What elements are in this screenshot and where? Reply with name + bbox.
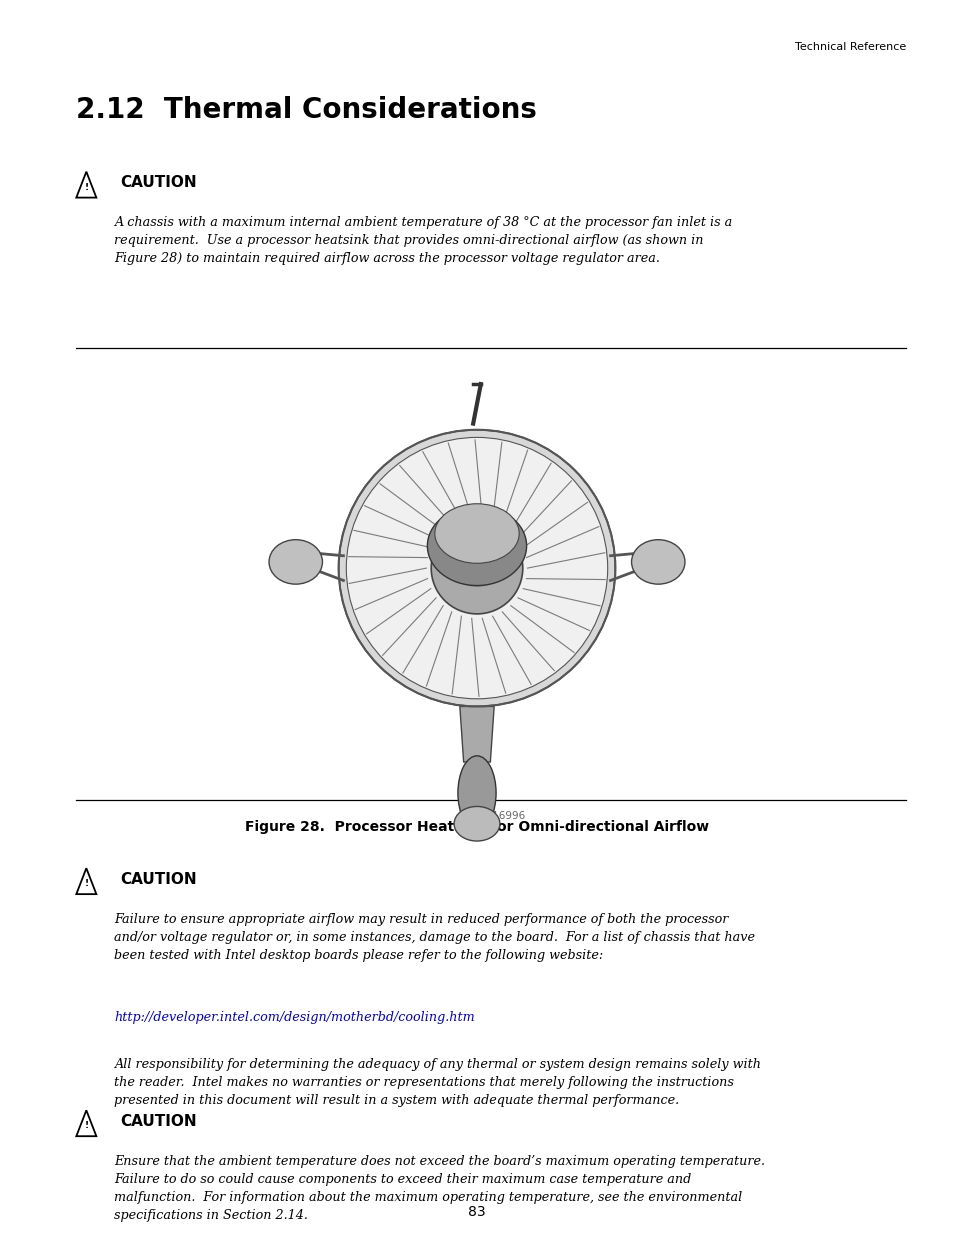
Ellipse shape xyxy=(427,506,526,585)
Ellipse shape xyxy=(447,536,506,587)
Text: A chassis with a maximum internal ambient temperature of 38 °C at the processor : A chassis with a maximum internal ambien… xyxy=(114,216,732,266)
Text: http://developer.intel.com/design/motherbd/cooling.htm: http://developer.intel.com/design/mother… xyxy=(114,1011,475,1025)
Ellipse shape xyxy=(346,437,607,699)
Text: !: ! xyxy=(84,1121,89,1130)
Text: Ensure that the ambient temperature does not exceed the board’s maximum operatin: Ensure that the ambient temperature does… xyxy=(114,1155,764,1221)
Ellipse shape xyxy=(435,504,518,563)
Text: CAUTION: CAUTION xyxy=(120,872,196,887)
Ellipse shape xyxy=(338,430,615,706)
Ellipse shape xyxy=(269,540,322,584)
Text: All responsibility for determining the adequacy of any thermal or system design : All responsibility for determining the a… xyxy=(114,1058,760,1108)
Text: CAUTION: CAUTION xyxy=(120,1114,196,1129)
Text: Figure 28.  Processor Heatsink for Omni-directional Airflow: Figure 28. Processor Heatsink for Omni-d… xyxy=(245,820,708,834)
Text: 2.12  Thermal Considerations: 2.12 Thermal Considerations xyxy=(76,96,537,125)
Ellipse shape xyxy=(457,756,496,830)
Ellipse shape xyxy=(454,806,499,841)
Text: OM16996: OM16996 xyxy=(476,811,525,821)
Ellipse shape xyxy=(431,522,522,614)
Text: !: ! xyxy=(84,183,89,191)
Ellipse shape xyxy=(631,540,684,584)
Text: 83: 83 xyxy=(468,1205,485,1219)
Text: CAUTION: CAUTION xyxy=(120,175,196,190)
Text: Failure to ensure appropriate airflow may result in reduced performance of both : Failure to ensure appropriate airflow ma… xyxy=(114,913,755,962)
Text: Technical Reference: Technical Reference xyxy=(794,42,905,52)
Text: !: ! xyxy=(84,879,89,888)
Polygon shape xyxy=(459,706,494,762)
